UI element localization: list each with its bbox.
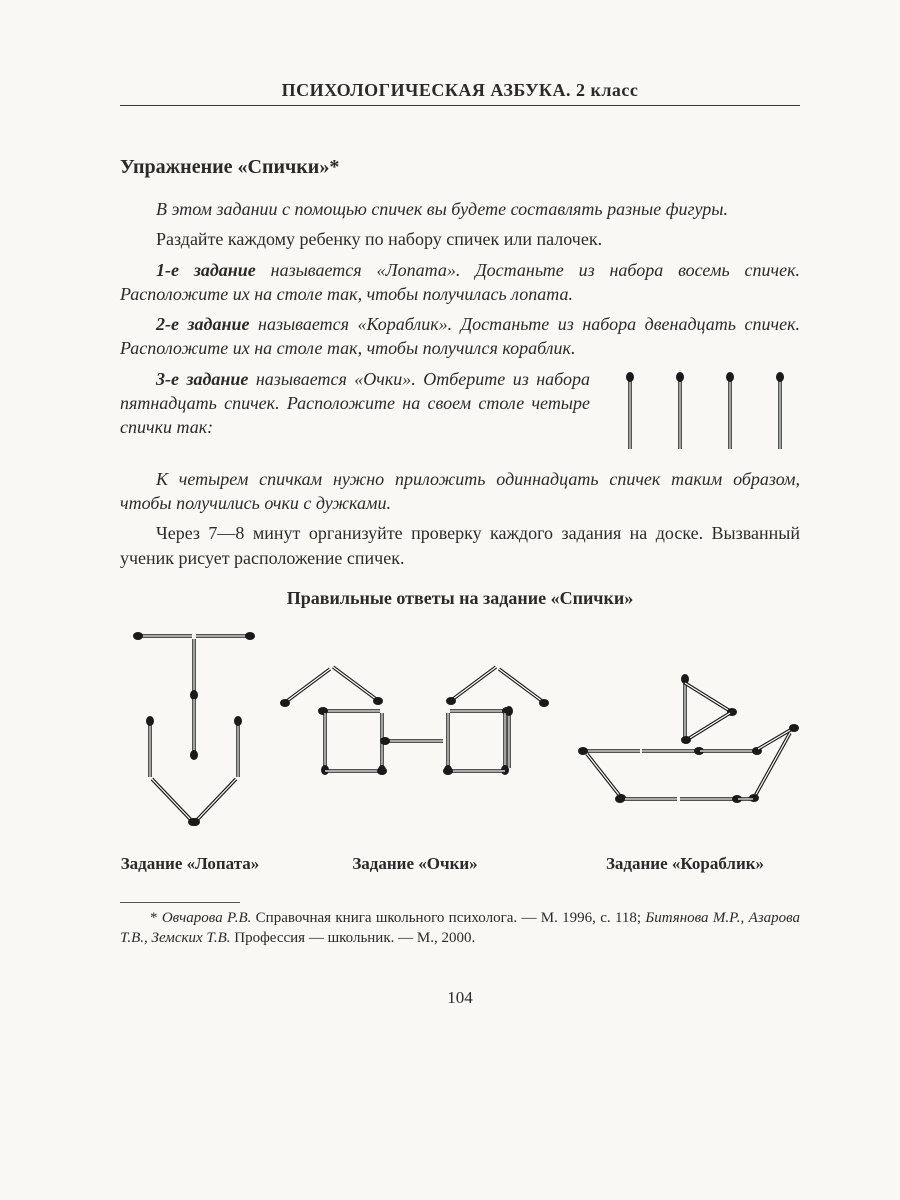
task1-label: 1-е задание bbox=[156, 260, 256, 280]
page-number: 104 bbox=[120, 988, 800, 1008]
task2-paragraph: 2-е задание называется «Кораблик». Доста… bbox=[120, 312, 800, 361]
footnote-text2: Профессия — школьник. — М., 2000. bbox=[231, 930, 476, 946]
glasses-hint-paragraph: К четырем спичкам нужно приложить одинна… bbox=[120, 467, 800, 516]
figure-glasses-label: Задание «Очки» bbox=[275, 854, 555, 874]
figure-boat: Задание «Кораблик» bbox=[570, 641, 800, 874]
intro-paragraph: В этом задании с помощью спичек вы будет… bbox=[120, 197, 800, 221]
task3-paragraph: 3-е задание называется «Очки». Отберите … bbox=[120, 367, 590, 440]
footnote-separator bbox=[120, 902, 240, 903]
answers-title: Правильные ответы на задание «Спички» bbox=[120, 588, 800, 609]
footnote-author1: Овчарова Р.В. bbox=[162, 910, 252, 926]
task3-label: 3-е задание bbox=[156, 369, 248, 389]
exercise-title: Упражнение «Спички»* bbox=[120, 156, 800, 179]
task1-paragraph: 1-е задание называется «Лопата». Достань… bbox=[120, 258, 800, 307]
figure-shovel: Задание «Лопата» bbox=[120, 621, 260, 874]
inline-matches-diagram bbox=[610, 367, 800, 457]
footnote-text: * Овчарова Р.В. Справочная книга школьно… bbox=[120, 909, 800, 948]
page-header: ПСИХОЛОГИЧЕСКАЯ АЗБУКА. 2 класс bbox=[120, 80, 800, 106]
figure-shovel-label: Задание «Лопата» bbox=[120, 854, 260, 874]
footnote-star: * bbox=[150, 910, 162, 926]
task2-label: 2-е задание bbox=[156, 314, 249, 334]
figure-boat-label: Задание «Кораблик» bbox=[570, 854, 800, 874]
distribute-paragraph: Раздайте каждому ребенку по набору спиче… bbox=[120, 227, 800, 251]
check-paragraph: Через 7—8 минут организуйте проверку каж… bbox=[120, 521, 800, 570]
footnote-text1: Справочная книга школьного психолога. — … bbox=[251, 910, 645, 926]
figure-glasses: Задание «Очки» bbox=[275, 641, 555, 874]
